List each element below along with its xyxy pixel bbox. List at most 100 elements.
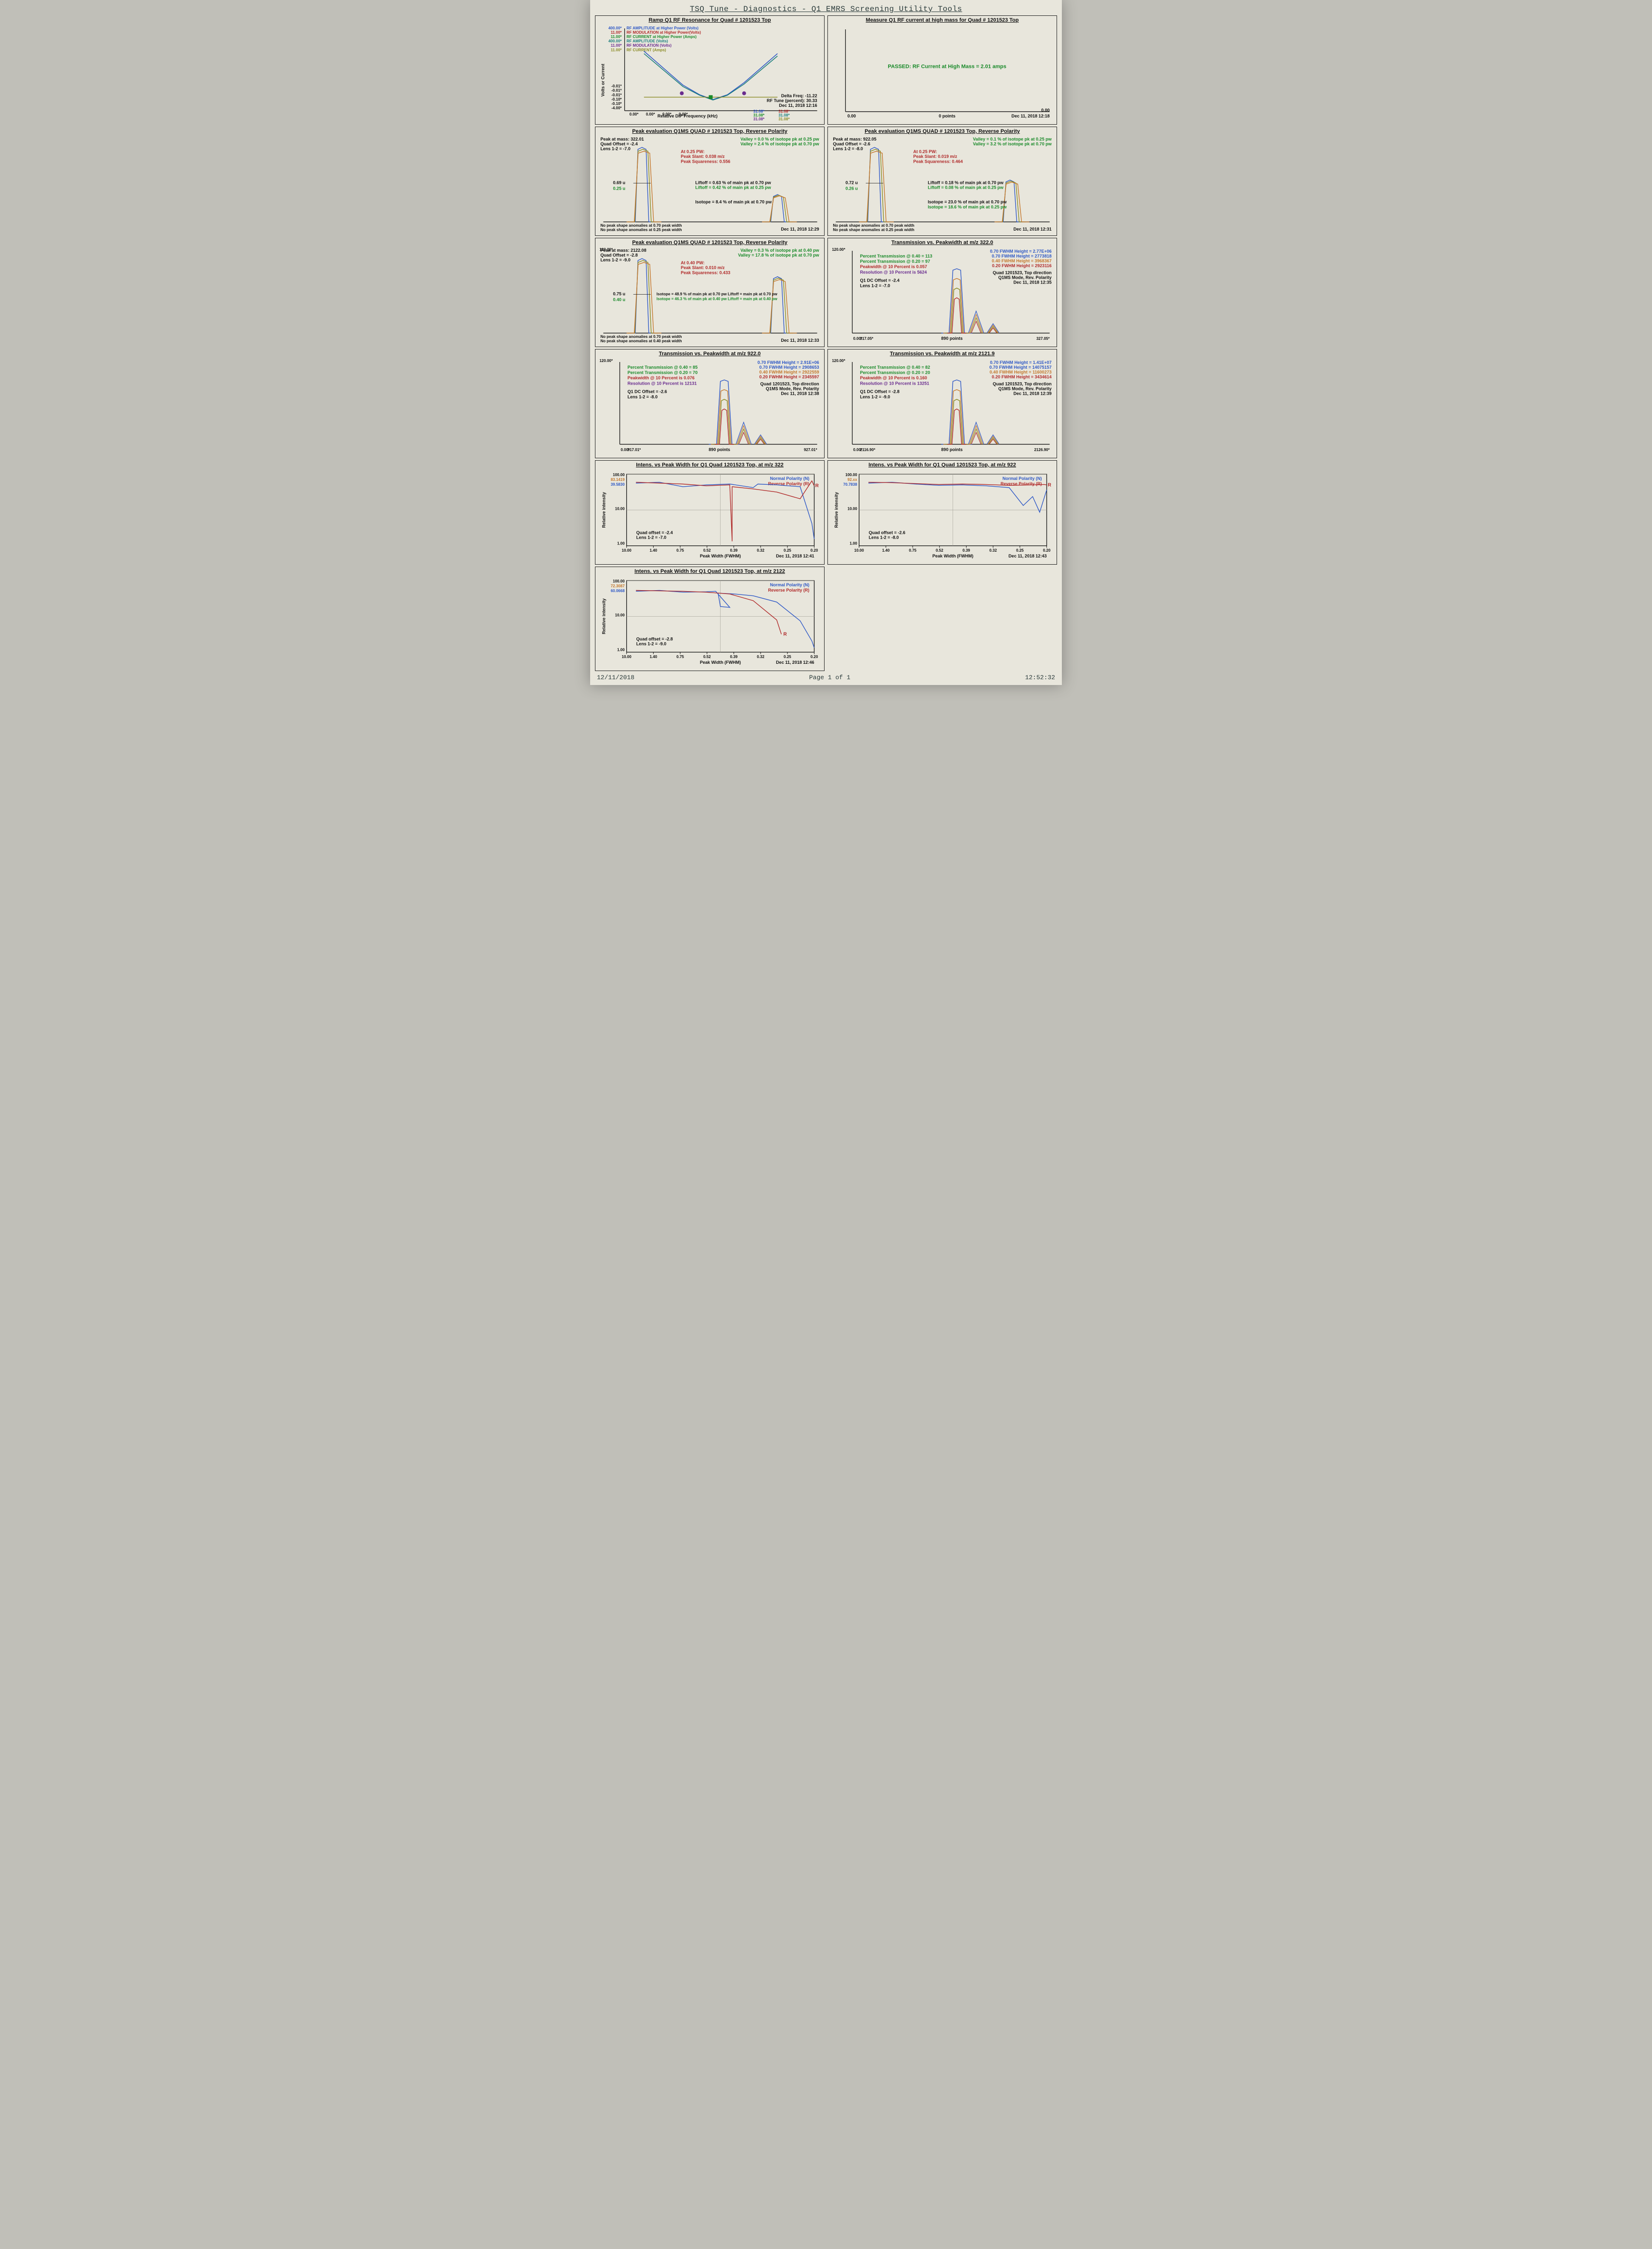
svg-text:Liftoff = 0.63 % of main pk at: Liftoff = 0.63 % of main pk at 0.70 pw [695, 181, 771, 185]
panel7-title: Transmission vs. Peakwidth at m/z 922.0 [597, 351, 822, 357]
svg-text:-0.01*: -0.01* [611, 84, 622, 89]
svg-text:Dec 11, 2018 12:16: Dec 11, 2018 12:16 [779, 103, 817, 108]
svg-text:0.00*: 0.00* [662, 112, 672, 116]
svg-text:Dec 11, 2018 12:33: Dec 11, 2018 12:33 [781, 338, 819, 343]
svg-text:0.25: 0.25 [784, 655, 791, 659]
svg-text:890 points: 890 points [709, 447, 730, 452]
svg-text:RF MODULATION at Higher Power(: RF MODULATION at Higher Power(Volts) [627, 30, 701, 35]
svg-text:0.52: 0.52 [703, 655, 711, 659]
svg-text:Valley = 3.2 % of isotope pk a: Valley = 3.2 % of isotope pk at 0.70 pw [973, 142, 1052, 146]
svg-text:Liftoff = 0.08 % of main pk at: Liftoff = 0.08 % of main pk at 0.25 pw [928, 185, 1004, 190]
svg-text:Peak Width (FWHM): Peak Width (FWHM) [700, 554, 741, 558]
svg-text:Q1MS Mode, Rev. Polarity: Q1MS Mode, Rev. Polarity [998, 275, 1052, 280]
svg-text:0.25: 0.25 [1016, 548, 1024, 553]
svg-text:100.00: 100.00 [613, 579, 625, 583]
svg-text:120.00*: 120.00* [832, 359, 846, 363]
page-footer: 12/11/2018 Page 1 of 1 12:52:32 [595, 671, 1057, 682]
svg-text:2116.90*: 2116.90* [860, 448, 876, 452]
svg-text:120.00*: 120.00* [832, 247, 846, 252]
svg-text:1.40: 1.40 [882, 548, 890, 553]
svg-text:Percent Transmission @ 0.20 =: Percent Transmission @ 0.20 = 20 [860, 370, 930, 375]
svg-text:Normal Polarity (N): Normal Polarity (N) [770, 582, 810, 587]
panel3-title: Peak evaluation Q1MS QUAD # 1201523 Top,… [597, 129, 822, 134]
panel-peak-eval-922: Peak evaluation Q1MS QUAD # 1201523 Top,… [827, 127, 1057, 236]
panel-trans-322: Transmission vs. Peakwidth at m/z 322.0 … [827, 238, 1057, 347]
svg-text:Peak at mass: 322.01: Peak at mass: 322.01 [600, 137, 644, 142]
svg-text:11.00*: 11.00* [611, 48, 622, 52]
svg-text:Valley = 0.0 % of isotope pk a: Valley = 0.0 % of isotope pk at 0.25 pw [740, 137, 819, 142]
svg-text:10.00: 10.00 [622, 655, 632, 659]
svg-text:Lens 1-2 = -7.0: Lens 1-2 = -7.0 [860, 283, 891, 288]
svg-text:Isotope = 23.0 % of main pk at: Isotope = 23.0 % of main pk at 0.70 pw [928, 200, 1007, 205]
svg-text:Percent Transmission @ 0.20 =: Percent Transmission @ 0.20 = 97 [860, 259, 930, 264]
svg-text:RF MODULATION (Volts): RF MODULATION (Volts) [627, 43, 672, 48]
svg-text:Liftoff = 0.42 % of main pk at: Liftoff = 0.42 % of main pk at 0.25 pw [695, 185, 771, 190]
svg-text:No peak shape anomalies at 0.7: No peak shape anomalies at 0.70 peak wid… [600, 335, 682, 339]
panel-peak-eval-322: Peak evaluation Q1MS QUAD # 1201523 Top,… [595, 127, 825, 236]
svg-text:10.00: 10.00 [622, 548, 632, 553]
panel1-title: Ramp Q1 RF Resonance for Quad # 1201523 … [597, 17, 822, 23]
svg-text:100.00: 100.00 [845, 473, 857, 477]
svg-text:Lens 1-2 = -8.0: Lens 1-2 = -8.0 [869, 535, 899, 540]
panel-peak-eval-2122: Peak evaluation Q1MS QUAD # 1201523 Top,… [595, 238, 825, 347]
svg-text:Percent Transmission @ 0.20 =: Percent Transmission @ 0.20 = 70 [628, 370, 698, 375]
panel-trans-922: Transmission vs. Peakwidth at m/z 922.0 … [595, 349, 825, 458]
svg-text:Quad 1201523, Top direction: Quad 1201523, Top direction [993, 270, 1051, 275]
svg-text:10.00: 10.00 [848, 507, 858, 511]
svg-text:1.00: 1.00 [617, 542, 625, 546]
svg-text:Dec 11, 2018 12:39: Dec 11, 2018 12:39 [1013, 391, 1051, 396]
svg-text:0.40 FWHM Height = 3968367: 0.40 FWHM Height = 3968367 [992, 259, 1051, 263]
svg-text:Q1MS Mode, Rev. Polarity: Q1MS Mode, Rev. Polarity [998, 386, 1052, 391]
svg-text:Normal Polarity (N): Normal Polarity (N) [1003, 476, 1042, 481]
svg-text:0.75: 0.75 [676, 548, 684, 553]
svg-text:11.00*: 11.00* [611, 43, 622, 48]
svg-text:0.20 FWHM Height = 2923116: 0.20 FWHM Height = 2923116 [992, 263, 1052, 268]
svg-text:Isotope = 8.4 % of main pk at: Isotope = 8.4 % of main pk at 0.70 pw [695, 200, 772, 205]
svg-text:Lens 1-2 = -9.0: Lens 1-2 = -9.0 [600, 258, 631, 262]
svg-text:Peak Slant: 0.019 m/z: Peak Slant: 0.019 m/z [913, 154, 957, 159]
svg-text:-4.00*: -4.00* [611, 106, 622, 110]
panel9-title: Intens. vs Peak Width for Q1 Quad 120152… [597, 462, 822, 468]
svg-text:0 points: 0 points [939, 114, 955, 118]
svg-text:0.39: 0.39 [730, 655, 738, 659]
svg-text:0.00*: 0.00* [630, 112, 639, 116]
svg-text:Valley = 0.3 % of isotope pk a: Valley = 0.3 % of isotope pk at 0.40 pw [740, 248, 819, 253]
svg-text:Dec 11, 2018 12:41: Dec 11, 2018 12:41 [776, 554, 814, 558]
svg-text:Peak Squareness: 0.464: Peak Squareness: 0.464 [913, 159, 963, 164]
svg-text:0.32: 0.32 [757, 655, 764, 659]
svg-text:120.00*: 120.00* [599, 247, 613, 252]
svg-text:0.39: 0.39 [963, 548, 970, 553]
footer-page: Page 1 of 1 [809, 674, 851, 681]
svg-text:Dec 11, 2018 12:31: Dec 11, 2018 12:31 [1013, 227, 1051, 232]
svg-text:72.3087: 72.3087 [611, 584, 625, 588]
svg-text:0.52: 0.52 [703, 548, 711, 553]
svg-text:No peak shape anomalies at 0.7: No peak shape anomalies at 0.70 peak wid… [833, 223, 914, 228]
svg-text:0.39: 0.39 [730, 548, 738, 553]
svg-text:70.7838: 70.7838 [843, 482, 858, 487]
panel4-title: Peak evaluation Q1MS QUAD # 1201523 Top,… [830, 129, 1055, 134]
svg-text:0.70 FWHM Height = 2.77E+06: 0.70 FWHM Height = 2.77E+06 [990, 249, 1052, 254]
svg-text:Relative intensity: Relative intensity [601, 598, 606, 634]
panel-intens-2122: Intens. vs Peak Width for Q1 Quad 120152… [595, 567, 825, 671]
svg-text:Reverse Polarity (R): Reverse Polarity (R) [768, 588, 810, 593]
svg-text:0.70 FWHM Height = 14075157: 0.70 FWHM Height = 14075157 [989, 365, 1051, 370]
svg-text:10.00: 10.00 [615, 613, 625, 617]
svg-text:Quad offset = -2.6: Quad offset = -2.6 [869, 530, 905, 535]
svg-text:0.25 u: 0.25 u [613, 186, 625, 191]
svg-text:-0.01*: -0.01* [611, 93, 622, 97]
svg-text:0.25: 0.25 [784, 548, 791, 553]
svg-text:0.75 u: 0.75 u [613, 292, 625, 297]
svg-text:Valley = 17.8 % of isotope pk: Valley = 17.8 % of isotope pk at 0.70 pw [738, 253, 819, 258]
panel-trans-2122: Transmission vs. Peakwidth at m/z 2121.9… [827, 349, 1057, 458]
svg-text:Peakwidth @ 10 Percent is 0.16: Peakwidth @ 10 Percent is 0.160 [860, 375, 927, 380]
svg-text:0.20: 0.20 [811, 548, 818, 553]
panel10-title: Intens. vs Peak Width for Q1 Quad 120152… [830, 462, 1055, 468]
svg-text:0.26 u: 0.26 u [845, 186, 858, 191]
svg-text:Delta Freq: -11.22: Delta Freq: -11.22 [781, 93, 817, 98]
svg-text:0.40 FWHM Height = 2922559: 0.40 FWHM Height = 2922559 [759, 370, 819, 375]
svg-text:0.75: 0.75 [676, 655, 684, 659]
svg-text:1.00: 1.00 [617, 648, 625, 652]
svg-text:Lens 1-2 = -8.0: Lens 1-2 = -8.0 [628, 395, 658, 400]
panel5-title: Peak evaluation Q1MS QUAD # 1201523 Top,… [597, 240, 822, 246]
svg-text:0.00*: 0.00* [679, 112, 688, 116]
